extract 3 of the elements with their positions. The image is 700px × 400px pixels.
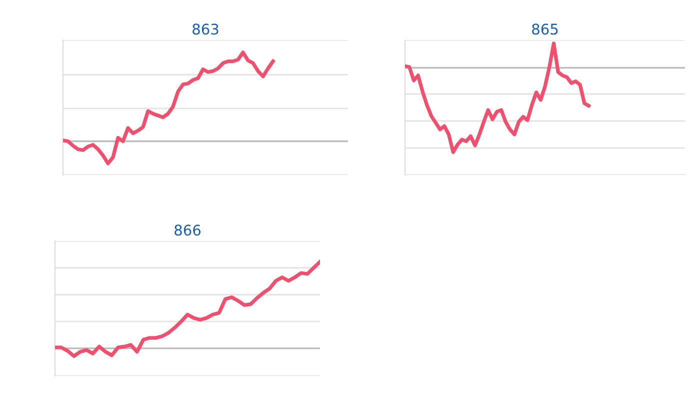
chart-title: 866	[174, 224, 200, 236]
chart-title: 865	[532, 24, 558, 35]
chart-title: 863	[192, 24, 218, 35]
